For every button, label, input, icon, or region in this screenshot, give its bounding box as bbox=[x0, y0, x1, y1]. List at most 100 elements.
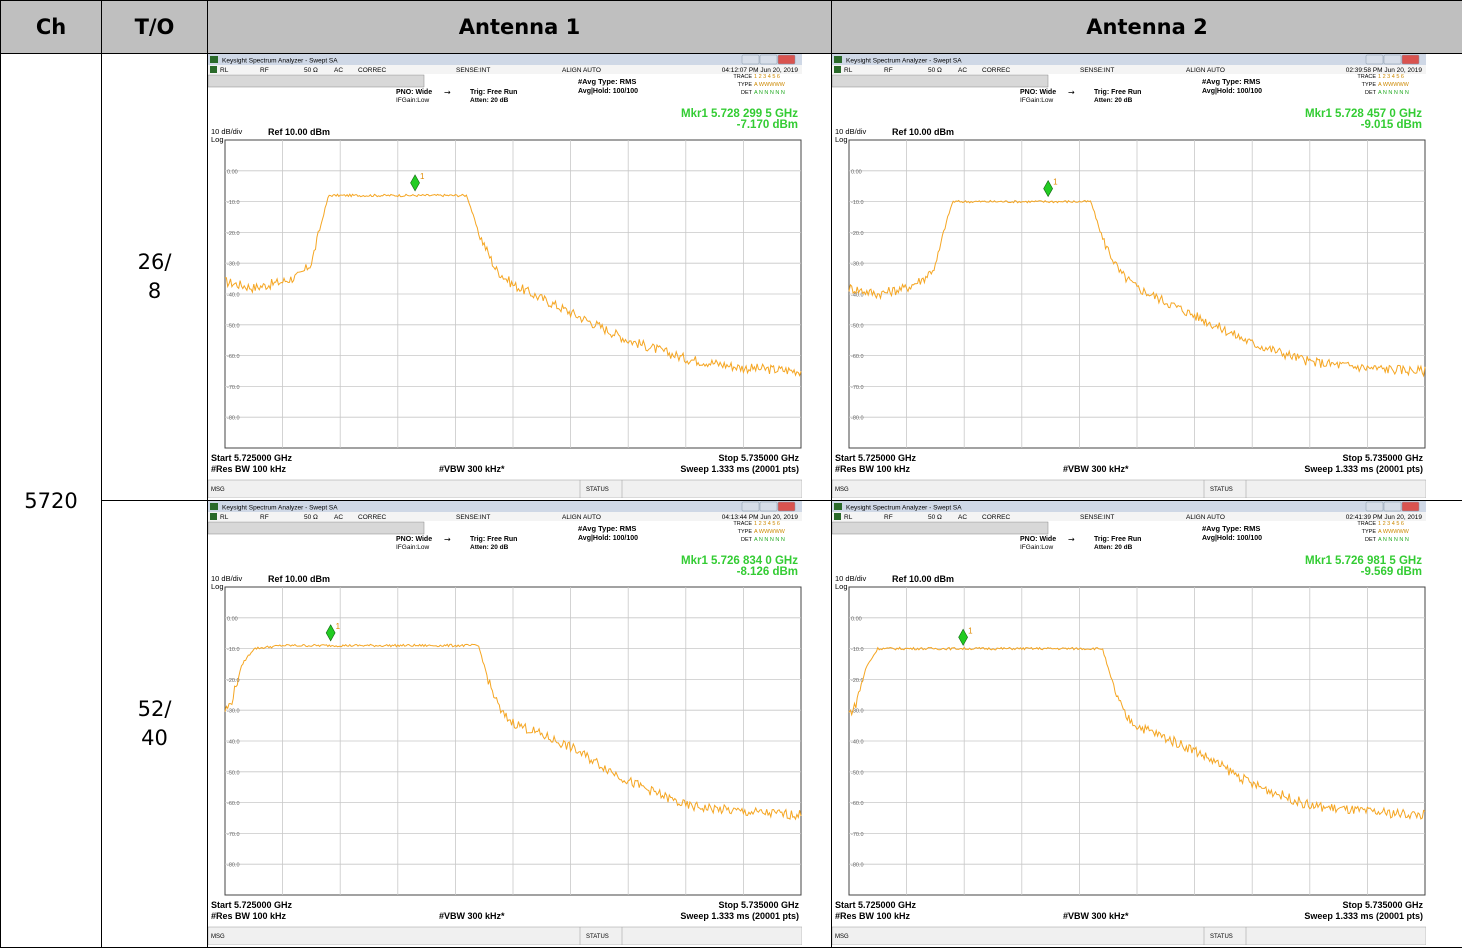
to-line2: 8 bbox=[147, 279, 162, 303]
video-bandwidth: #VBW 300 kHz* bbox=[1063, 911, 1129, 921]
msg-label: MSG bbox=[835, 934, 849, 940]
close-button[interactable] bbox=[1401, 54, 1420, 65]
trig-label: Trig: Free Run bbox=[470, 536, 517, 543]
resolution-bandwidth: #Res BW 100 kHz bbox=[211, 464, 287, 474]
spectrum-screenshot: Keysight Spectrum Analyzer - Swept SA RL R… bbox=[832, 54, 1426, 498]
reference-level: Ref 10.00 dBm bbox=[268, 574, 330, 584]
trig-label: Trig: Free Run bbox=[470, 89, 517, 96]
y-tick-label: -60.0 bbox=[851, 801, 864, 807]
sweep-time: Sweep 1.333 ms (20001 pts) bbox=[1304, 911, 1423, 921]
det-label: DET bbox=[1365, 90, 1377, 96]
status-label: STATUS bbox=[586, 487, 609, 493]
marker-diamond-icon[interactable] bbox=[958, 628, 968, 646]
y-tick-label: -70.0 bbox=[227, 385, 240, 391]
pno-label: PNO: Wide bbox=[396, 89, 432, 96]
header-ch: Ch bbox=[0, 0, 102, 54]
status-rf: RF bbox=[260, 67, 269, 74]
y-tick-label: -10.0 bbox=[227, 200, 240, 206]
channel-value: 5720 bbox=[24, 488, 78, 513]
marker-diamond-icon[interactable] bbox=[325, 624, 336, 642]
y-tick-label: -60.0 bbox=[851, 354, 864, 360]
start-frequency: Start 5.725000 GHz bbox=[211, 453, 293, 463]
status-sense: SENSE:INT bbox=[456, 514, 490, 521]
y-tick-label: -10.0 bbox=[851, 647, 864, 653]
y-tick-label: -80.0 bbox=[851, 416, 864, 422]
trace-nums: 1 2 3 4 5 6 bbox=[754, 521, 780, 527]
close-button[interactable] bbox=[1401, 501, 1420, 512]
status-correc: CORREC bbox=[358, 514, 386, 521]
ifgain-label: IFGain:Low bbox=[1020, 97, 1054, 104]
trace-nums: 1 2 3 4 5 6 bbox=[754, 74, 780, 80]
y-tick-label: -80.0 bbox=[851, 863, 864, 869]
status-time: 04:13:44 PM Jun 20, 2019 bbox=[722, 514, 799, 521]
status-ohm: 50 Ω bbox=[304, 514, 318, 521]
scale-log: Log bbox=[211, 582, 224, 591]
y-tick-label: -40.0 bbox=[851, 740, 864, 746]
minimize-button[interactable] bbox=[1365, 501, 1384, 512]
marker-number: 1 bbox=[968, 626, 973, 635]
y-tick-label: 0.00 bbox=[851, 616, 862, 622]
status-row bbox=[832, 512, 1426, 521]
analyzer-screen: Keysight Spectrum Analyzer - Swept SA RL R… bbox=[832, 501, 1426, 945]
marker-readout-level: -8.126 dBm bbox=[737, 566, 798, 578]
marker-diamond-icon[interactable] bbox=[410, 174, 420, 192]
msg-label: MSG bbox=[211, 934, 225, 940]
marker-number: 1 bbox=[336, 622, 341, 631]
marker-number: 1 bbox=[1053, 178, 1058, 187]
message-bar bbox=[832, 926, 1426, 945]
header-antenna-2: Antenna 2 bbox=[831, 0, 1462, 54]
message-bar bbox=[208, 479, 802, 498]
rl-icon bbox=[834, 66, 841, 73]
atten-label: Atten: 20 dB bbox=[1094, 544, 1133, 551]
avg-type: #Avg Type: RMS bbox=[1202, 524, 1260, 533]
atten-label: Atten: 20 dB bbox=[470, 97, 509, 104]
type-value: A WWWWW bbox=[1378, 529, 1410, 535]
stop-frequency: Stop 5.735000 GHz bbox=[718, 900, 799, 910]
y-tick-label: -80.0 bbox=[227, 416, 240, 422]
y-tick-label: -30.0 bbox=[227, 262, 240, 268]
avg-type: #Avg Type: RMS bbox=[578, 77, 636, 86]
close-button[interactable] bbox=[777, 501, 796, 512]
stop-frequency: Stop 5.735000 GHz bbox=[1342, 453, 1423, 463]
minimize-button[interactable] bbox=[741, 54, 760, 65]
status-sense: SENSE:INT bbox=[1080, 67, 1114, 74]
trace-label: TRACE bbox=[733, 521, 752, 527]
status-sense: SENSE:INT bbox=[456, 67, 490, 74]
y-tick-label: -30.0 bbox=[851, 262, 864, 268]
status-correc: CORREC bbox=[982, 514, 1010, 521]
trace-label: TRACE bbox=[1357, 521, 1376, 527]
type-label: TYPE bbox=[1362, 82, 1377, 88]
marker-diamond-icon[interactable] bbox=[1043, 179, 1053, 198]
resolution-bandwidth: #Res BW 100 kHz bbox=[835, 464, 911, 474]
atten-label: Atten: 20 dB bbox=[1094, 97, 1133, 104]
header-antenna-1: Antenna 1 bbox=[207, 0, 832, 54]
y-tick-label: -50.0 bbox=[851, 770, 864, 776]
status-rl: RL bbox=[220, 67, 229, 74]
marker-readout-level: -7.170 dBm bbox=[737, 119, 798, 131]
maximize-button[interactable] bbox=[759, 501, 778, 512]
type-label: TYPE bbox=[738, 529, 753, 535]
det-value: A N N N N N bbox=[754, 537, 785, 543]
y-tick-label: -20.0 bbox=[227, 231, 240, 237]
status-label: STATUS bbox=[1210, 487, 1233, 493]
avg-type: #Avg Type: RMS bbox=[1202, 77, 1260, 86]
maximize-button[interactable] bbox=[759, 54, 778, 65]
minimize-button[interactable] bbox=[741, 501, 760, 512]
marker-number: 1 bbox=[420, 172, 425, 181]
video-bandwidth: #VBW 300 kHz* bbox=[439, 911, 505, 921]
app-icon bbox=[210, 56, 218, 63]
y-tick-label: -60.0 bbox=[227, 801, 240, 807]
status-correc: CORREC bbox=[358, 67, 386, 74]
avg-hold: Avg|Hold: 100/100 bbox=[578, 88, 638, 95]
status-align: ALIGN AUTO bbox=[562, 514, 601, 521]
close-button[interactable] bbox=[777, 54, 796, 65]
y-tick-label: -30.0 bbox=[851, 709, 864, 715]
minimize-button[interactable] bbox=[1365, 54, 1384, 65]
status-align: ALIGN AUTO bbox=[562, 67, 601, 74]
scale-per-div: 10 dB/div bbox=[211, 574, 243, 583]
det-label: DET bbox=[741, 537, 753, 543]
maximize-button[interactable] bbox=[1383, 501, 1402, 512]
window-titlebar bbox=[832, 54, 1426, 65]
maximize-button[interactable] bbox=[1383, 54, 1402, 65]
